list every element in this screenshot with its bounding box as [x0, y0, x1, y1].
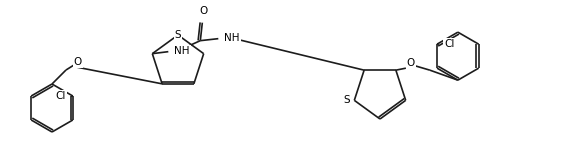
Text: O: O [406, 58, 415, 68]
Text: NH: NH [224, 33, 240, 43]
Text: NH: NH [174, 46, 190, 56]
Text: Cl: Cl [55, 91, 66, 101]
Text: S: S [175, 30, 181, 40]
Text: S: S [344, 95, 350, 105]
Text: Cl: Cl [444, 39, 454, 49]
Text: O: O [74, 57, 82, 67]
Text: O: O [199, 6, 207, 16]
